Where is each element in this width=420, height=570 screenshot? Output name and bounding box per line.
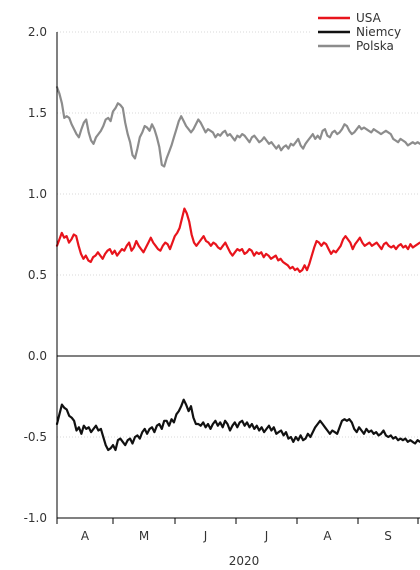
axes <box>56 32 420 519</box>
series-line-usa <box>55 207 420 273</box>
y-tick-label: -0.5 <box>24 430 47 444</box>
legend-label: Polska <box>356 39 394 53</box>
x-tick-label: S <box>384 529 392 543</box>
x-tick-label: A <box>323 529 332 543</box>
x-tick-label: M <box>139 529 149 543</box>
y-tick-label: 0.0 <box>28 349 47 363</box>
x-tick-label: J <box>264 529 269 543</box>
x-tick-label: J <box>203 529 208 543</box>
y-tick-label: 1.5 <box>28 106 47 120</box>
y-tick-label: -1.0 <box>24 511 47 525</box>
y-tick-label: 2.0 <box>28 25 47 39</box>
x-axis-title: 2020 <box>229 554 260 568</box>
series-line-niemcy <box>55 398 420 452</box>
x-tick-label: A <box>81 529 90 543</box>
y-tick-labels: -1.0 -0.5 0.0 0.5 1.0 1.5 2.0 <box>24 25 47 525</box>
y-tick-label: 0.5 <box>28 268 47 282</box>
grid-lines <box>57 31 420 438</box>
y-tick-label: 1.0 <box>28 187 47 201</box>
legend-label: USA <box>356 11 382 25</box>
legend-label: Niemcy <box>356 25 401 39</box>
series-lines <box>55 85 420 452</box>
series-line-polska <box>55 85 420 168</box>
